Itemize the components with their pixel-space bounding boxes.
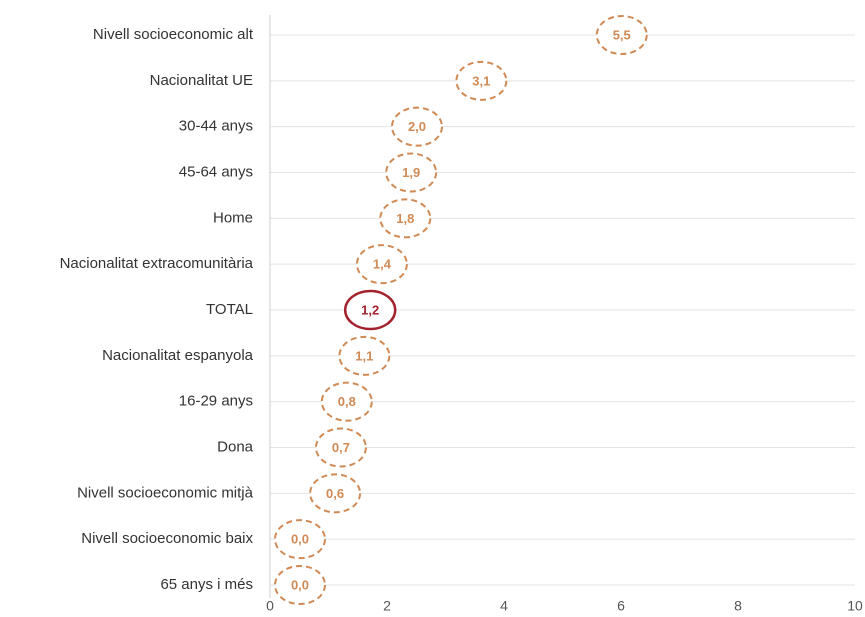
dot-marker: [379, 198, 432, 239]
dot-marker: [355, 244, 408, 285]
category-label: Nacionalitat espanyola: [102, 347, 254, 364]
value-label: 0,7: [332, 440, 350, 455]
category-label: Nivell socioeconomic alt: [93, 26, 254, 43]
category-label: Nivell socioeconomic mitjà: [77, 484, 254, 501]
x-tick-label: 10: [847, 598, 863, 614]
value-label: 3,1: [472, 73, 490, 88]
x-tick-label: 0: [266, 598, 274, 614]
dot-marker: [343, 289, 397, 331]
category-label: 30-44 anys: [179, 118, 253, 135]
dot-marker: [595, 15, 648, 55]
dot-marker: [320, 381, 373, 422]
x-tick-label: 2: [383, 598, 391, 614]
category-label: Nivell socioeconomic baix: [81, 530, 253, 547]
category-label: 45-64 anys: [179, 163, 253, 180]
dot-marker: [314, 427, 367, 468]
dot-marker: [338, 335, 391, 376]
dot-marker: [385, 152, 438, 193]
x-tick-label: 4: [500, 598, 508, 614]
dot-marker: [309, 473, 362, 514]
category-label: Home: [213, 209, 253, 226]
value-label: 0,6: [326, 486, 344, 501]
category-label: Nacionalitat extracomunitària: [60, 255, 254, 272]
value-label: 5,5: [613, 27, 631, 42]
value-label: 1,8: [396, 211, 414, 226]
x-tick-label: 8: [734, 598, 742, 614]
value-label: 0,0: [291, 577, 309, 592]
value-label: 1,1: [355, 348, 373, 363]
category-label: 16-29 anys: [179, 393, 253, 410]
value-label: 1,2: [361, 302, 379, 317]
category-label: TOTAL: [206, 301, 253, 318]
dot-marker: [391, 106, 443, 147]
value-label: 1,9: [402, 165, 420, 180]
category-label: Dona: [217, 438, 254, 455]
dot-marker: [274, 519, 326, 560]
category-label: 65 anys i més: [160, 576, 253, 593]
value-label: 2,0: [408, 119, 426, 134]
value-label: 0,8: [338, 394, 356, 409]
value-label: 1,4: [373, 257, 392, 272]
value-label: 0,0: [291, 532, 309, 547]
category-label: Nacionalitat UE: [150, 72, 253, 89]
x-tick-label: 6: [617, 598, 625, 614]
dot-marker: [274, 565, 326, 605]
dot-marker: [455, 60, 508, 101]
